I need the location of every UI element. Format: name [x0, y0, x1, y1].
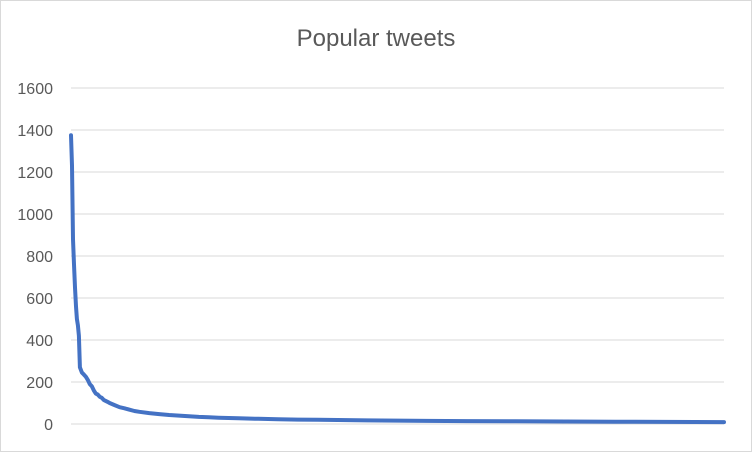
y-tick-label: 200	[26, 375, 53, 392]
chart-title: Popular tweets	[296, 25, 456, 52]
y-tick-label: 1600	[17, 81, 53, 98]
y-tick-label: 1200	[17, 165, 53, 182]
y-tick-label: 400	[26, 333, 53, 350]
y-tick-label: 0	[44, 417, 53, 434]
series-line	[69, 133, 726, 425]
y-tick-label: 1400	[17, 123, 53, 140]
y-tick-label: 600	[26, 291, 53, 308]
y-tick-label: 800	[26, 249, 53, 266]
y-tick-label: 1000	[17, 207, 53, 224]
